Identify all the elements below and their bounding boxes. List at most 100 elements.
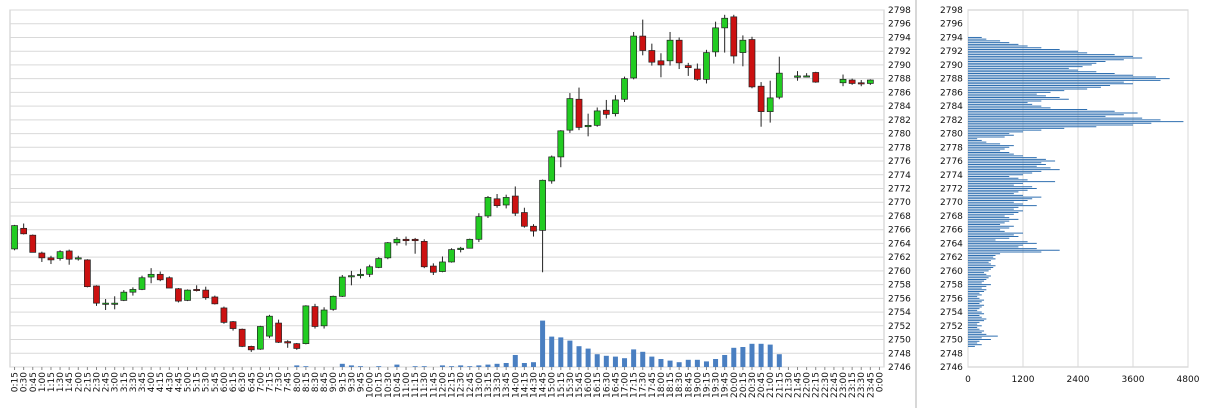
- x-tick-label: 22:30: [821, 372, 831, 398]
- candle-body: [411, 238, 419, 242]
- x-tick-label: 16:00: [584, 372, 594, 398]
- volume-bar: [612, 356, 618, 367]
- volume-bar: [585, 348, 591, 367]
- x-tick-label: 9:30: [347, 372, 357, 392]
- x-tick-label: 1:45: [65, 372, 75, 392]
- x-tick-label: 21:30: [784, 372, 794, 398]
- volume-bar: [713, 359, 719, 367]
- x-tick-label: 2:30: [92, 372, 102, 392]
- x-tick-label: 0:00: [875, 372, 885, 392]
- volume-bar: [722, 355, 728, 367]
- candle-body: [47, 257, 55, 261]
- y-tick-label: 2750: [888, 336, 911, 346]
- x-tick-label: 7:15: [265, 372, 275, 392]
- x-tick-label: 19:15: [702, 372, 712, 398]
- x-tick-label: 2:45: [102, 372, 112, 392]
- candle-body: [29, 234, 37, 253]
- candle-body: [193, 289, 200, 291]
- x-tick-label: 23:30: [857, 372, 867, 398]
- x-tick-label: 17:30: [639, 372, 649, 398]
- x-tick-label: 17:00: [621, 372, 631, 398]
- candle-body: [156, 273, 164, 281]
- y-tick-label: 2776: [888, 157, 911, 167]
- x-tick-label: 0:15: [11, 372, 21, 392]
- candle-body: [93, 285, 100, 304]
- x-tick-label: 12:15: [448, 372, 458, 398]
- x-tick-label: 17:45: [648, 372, 658, 398]
- volume-bar: [439, 365, 445, 367]
- candle-body: [320, 309, 328, 327]
- profile-y-tick-label: 2756: [940, 294, 963, 304]
- x-tick-label: 11:30: [420, 372, 430, 398]
- x-tick-label: 1:00: [38, 372, 48, 392]
- profile-y-tick-label: 2782: [940, 116, 963, 126]
- candle-body: [475, 216, 483, 240]
- profile-y-tick-label: 2752: [940, 322, 963, 332]
- x-tick-label: 0:45: [29, 372, 39, 392]
- y-tick-label: 2754: [888, 308, 911, 318]
- candle-body: [457, 247, 465, 250]
- profile-y-tick-label: 2786: [940, 88, 963, 98]
- y-tick-label: 2786: [888, 88, 911, 98]
- x-tick-label: 5:15: [193, 372, 203, 392]
- volume-bar: [485, 364, 491, 367]
- volume-bar: [758, 343, 764, 367]
- candle-body: [238, 328, 246, 347]
- x-tick-label: 6:15: [229, 372, 239, 392]
- candle-body: [138, 277, 146, 290]
- volume-bar: [503, 363, 509, 367]
- candle-body: [602, 109, 610, 115]
- profile-y-tick-label: 2762: [940, 253, 963, 263]
- x-tick-label: 20:00: [730, 372, 740, 398]
- x-tick-label: 8:15: [302, 372, 312, 392]
- x-tick-label: 12:00: [438, 372, 448, 398]
- profile-x-tick-label: 3600: [1122, 375, 1145, 385]
- x-tick-label: 18:15: [666, 372, 676, 398]
- volume-bar: [685, 359, 691, 367]
- x-tick-label: 13:00: [475, 372, 485, 398]
- y-tick-label: 2794: [888, 33, 911, 43]
- y-tick-label: 2770: [888, 198, 911, 208]
- volume-bar: [358, 366, 364, 367]
- x-tick-label: 9:00: [329, 372, 339, 392]
- y-tick-label: 2746: [888, 363, 911, 373]
- x-tick-label: 5:30: [202, 372, 212, 392]
- x-tick-label: 19:30: [712, 372, 722, 398]
- x-tick-label: 2:00: [74, 372, 84, 392]
- y-tick-label: 2752: [888, 322, 911, 332]
- x-tick-label: 20:45: [757, 372, 767, 398]
- volume-bar: [558, 337, 564, 367]
- y-tick-label: 2764: [888, 239, 911, 249]
- candle-body: [675, 39, 683, 64]
- y-tick-label: 2798: [888, 6, 911, 16]
- volume-bar: [540, 320, 546, 367]
- candle-body: [11, 225, 18, 250]
- candle-body: [502, 197, 510, 206]
- candle-body: [448, 249, 455, 263]
- candle-body: [84, 259, 91, 288]
- x-tick-label: 4:00: [147, 372, 157, 392]
- profile-y-tick-label: 2788: [940, 75, 963, 85]
- x-tick-label: 10:00: [366, 372, 376, 398]
- x-tick-label: 3:30: [129, 372, 139, 392]
- candle-body: [803, 75, 810, 78]
- x-tick-label: 22:00: [803, 372, 813, 398]
- y-tick-label: 2748: [888, 349, 911, 359]
- x-tick-label: 14:15: [520, 372, 530, 398]
- x-tick-label: 11:45: [429, 372, 439, 398]
- y-tick-label: 2758: [888, 281, 911, 291]
- candle-body: [38, 252, 46, 259]
- volume-bar: [776, 354, 782, 367]
- y-tick-label: 2768: [888, 212, 911, 222]
- volume-bar: [339, 363, 345, 367]
- x-tick-label: 12:30: [457, 372, 467, 398]
- x-tick-label: 3:45: [138, 372, 148, 392]
- x-tick-label: 22:45: [830, 372, 840, 398]
- candle-body: [757, 85, 765, 112]
- x-tick-label: 1:30: [56, 372, 66, 392]
- volume-bar: [549, 336, 555, 367]
- x-tick-label: 3:15: [120, 372, 130, 392]
- x-tick-label: 6:30: [238, 372, 248, 392]
- candle-body: [612, 99, 619, 115]
- candle-body: [111, 302, 119, 305]
